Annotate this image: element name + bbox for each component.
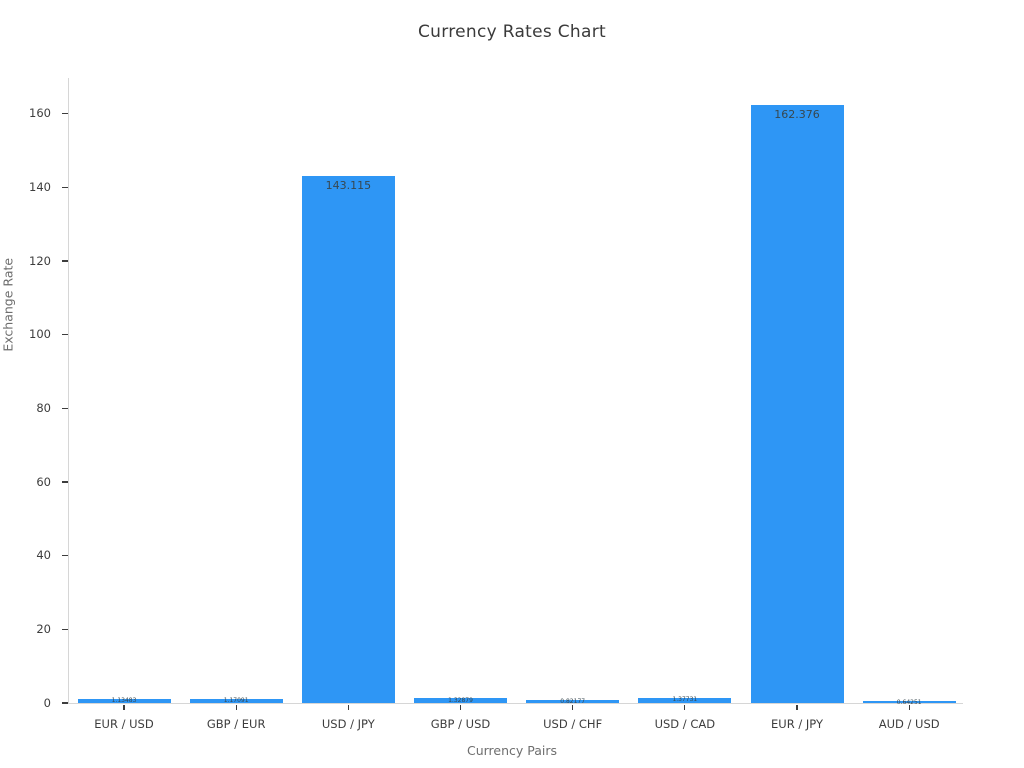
x-tick-mark [459,705,462,710]
bar-value-label: 1.17091 [223,697,249,705]
y-tick-mark [62,628,68,630]
y-tick-mark [62,554,68,557]
bar [414,698,507,703]
bar [526,699,620,703]
bar-value-label: 143.115 [325,179,372,193]
bar [862,700,956,703]
bar [301,176,395,703]
bar-value-label: 1.32879 [448,696,473,704]
y-tick-mark [62,186,68,188]
y-tick-mark [62,113,68,115]
x-tick-label: GBP / USD [430,717,491,731]
y-tick-mark [62,481,68,483]
y-tick-label: 160 [29,106,51,121]
y-tick-mark [62,407,68,409]
bar-value-label: 162.376 [774,108,820,122]
y-tick-label: 60 [36,474,51,489]
bar-value-label: 1.13483 [111,697,137,705]
y-tick-label: 100 [29,327,51,342]
x-tick-label: EUR / JPY [771,717,823,731]
bar [750,105,844,703]
x-tick-label: EUR / USD [94,717,154,731]
bar [189,698,283,703]
y-tick-mark [62,702,68,704]
x-tick-label: USD / CAD [654,717,716,731]
chart-title: Currency Rates Chart [418,22,606,42]
bar-value-label: 1.37731 [672,696,698,704]
x-tick-label: AUD / USD [878,717,940,731]
x-tick-mark [684,705,686,710]
x-tick-mark [347,705,349,710]
y-tick-label: 80 [36,400,51,415]
y-tick-label: 0 [43,695,51,710]
y-tick-mark [62,333,68,336]
y-tick-label: 140 [29,179,51,194]
y-tick-label: 20 [36,621,51,636]
bar [638,697,732,703]
x-tick-mark [908,705,910,710]
x-tick-mark [796,705,798,710]
y-tick-label: 40 [36,548,51,563]
x-tick-mark [123,705,125,710]
x-tick-label: GBP / EUR [206,717,266,731]
x-axis-title: Currency Pairs [466,743,558,758]
x-tick-label: USD / JPY [321,717,375,731]
x-tick-label: USD / CHF [543,717,603,731]
plot-area: 0 20 40 60 80 100 120 140 160 1.13483 EUR / USD 1.1… [29,78,963,731]
x-tick-mark [572,705,574,710]
bar-value-label: 0.64251 [896,699,922,707]
x-tick-mark [235,705,237,710]
y-tick-label: 120 [29,253,51,268]
bar [77,698,171,703]
y-tick-mark [62,260,68,262]
bar-value-label: 0.82177 [560,698,586,706]
